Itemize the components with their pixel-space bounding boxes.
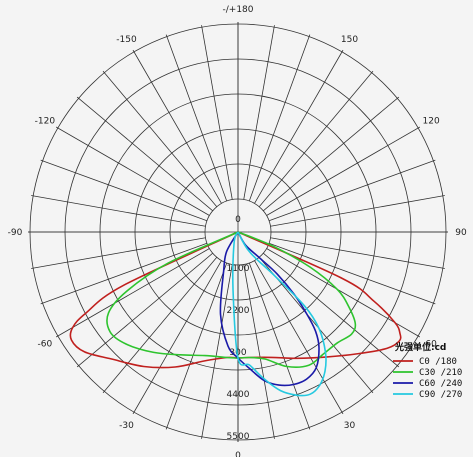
series-curve (106, 231, 357, 368)
grid-spoke (270, 195, 445, 227)
grid-spoke (55, 248, 210, 338)
radial-tick-label: 300 (229, 348, 246, 358)
grid-spoke (165, 262, 228, 430)
legend-entry: C30 /210 (419, 368, 462, 378)
grid-spoke (102, 70, 218, 207)
angle-tick-label: -30 (119, 421, 134, 431)
grid-spoke (248, 34, 311, 202)
grid-spoke (263, 96, 400, 212)
grid-spoke (201, 264, 233, 439)
angle-tick-label: 150 (341, 35, 358, 45)
angle-tick-label: -60 (38, 340, 53, 350)
radial-tick-labels: 0 1100 2200 300 4400 5500 (227, 215, 250, 442)
angle-tick-labels: -/+180-150 150-120 120-90 90-60 60-30 300 (8, 5, 467, 457)
angle-tick-label: 30 (344, 421, 356, 431)
grid-spoke (76, 96, 213, 212)
grid-spoke (266, 126, 421, 216)
angle-tick-label: -120 (35, 117, 56, 127)
legend-entry: C0 /180 (419, 357, 457, 367)
series-curve (219, 231, 320, 387)
grid-spoke (254, 49, 344, 204)
polar-grid (28, 22, 448, 442)
legend-title: 光强单位:cd (394, 341, 446, 353)
grid-spoke (263, 252, 400, 368)
grid-spoke (31, 237, 206, 269)
grid-spoke (76, 252, 213, 368)
grid-spoke (258, 70, 374, 207)
legend-entry: C60 /240 (419, 379, 462, 389)
angle-tick-label: 0 (235, 451, 241, 457)
grid-spoke (243, 25, 275, 200)
angle-tick-label: -90 (8, 228, 23, 238)
grid-spoke (165, 34, 228, 202)
grid-spoke (270, 237, 445, 269)
legend-entry: C90 /270 (419, 390, 462, 400)
radial-tick-label: 5500 (227, 432, 250, 442)
grid-spoke (40, 159, 208, 222)
grid-spoke (243, 264, 275, 439)
grid-spoke (132, 49, 222, 204)
grid-spoke (254, 260, 344, 415)
grid-spoke (55, 126, 210, 216)
angle-tick-label: 120 (423, 117, 440, 127)
grid-spoke (132, 260, 222, 415)
radial-tick-label: 0 (235, 215, 241, 225)
grid-spoke (201, 25, 233, 200)
grid-spoke (268, 159, 436, 222)
grid-spoke (31, 195, 206, 227)
radial-tick-label: 1100 (227, 264, 250, 274)
radial-tick-label: 2200 (227, 306, 250, 316)
series-curve (232, 231, 327, 397)
angle-tick-label: -/+180 (223, 5, 254, 15)
grid-spoke (248, 262, 311, 430)
angle-tick-label: -150 (116, 35, 137, 45)
intensity-curves (69, 231, 402, 397)
grid-spoke (268, 242, 436, 305)
angle-tick-label: 90 (455, 228, 467, 238)
grid-spoke (40, 242, 208, 305)
radial-tick-label: 4400 (227, 390, 250, 400)
angle-tick-label: 60 (425, 340, 437, 350)
grid-spoke (102, 257, 218, 394)
